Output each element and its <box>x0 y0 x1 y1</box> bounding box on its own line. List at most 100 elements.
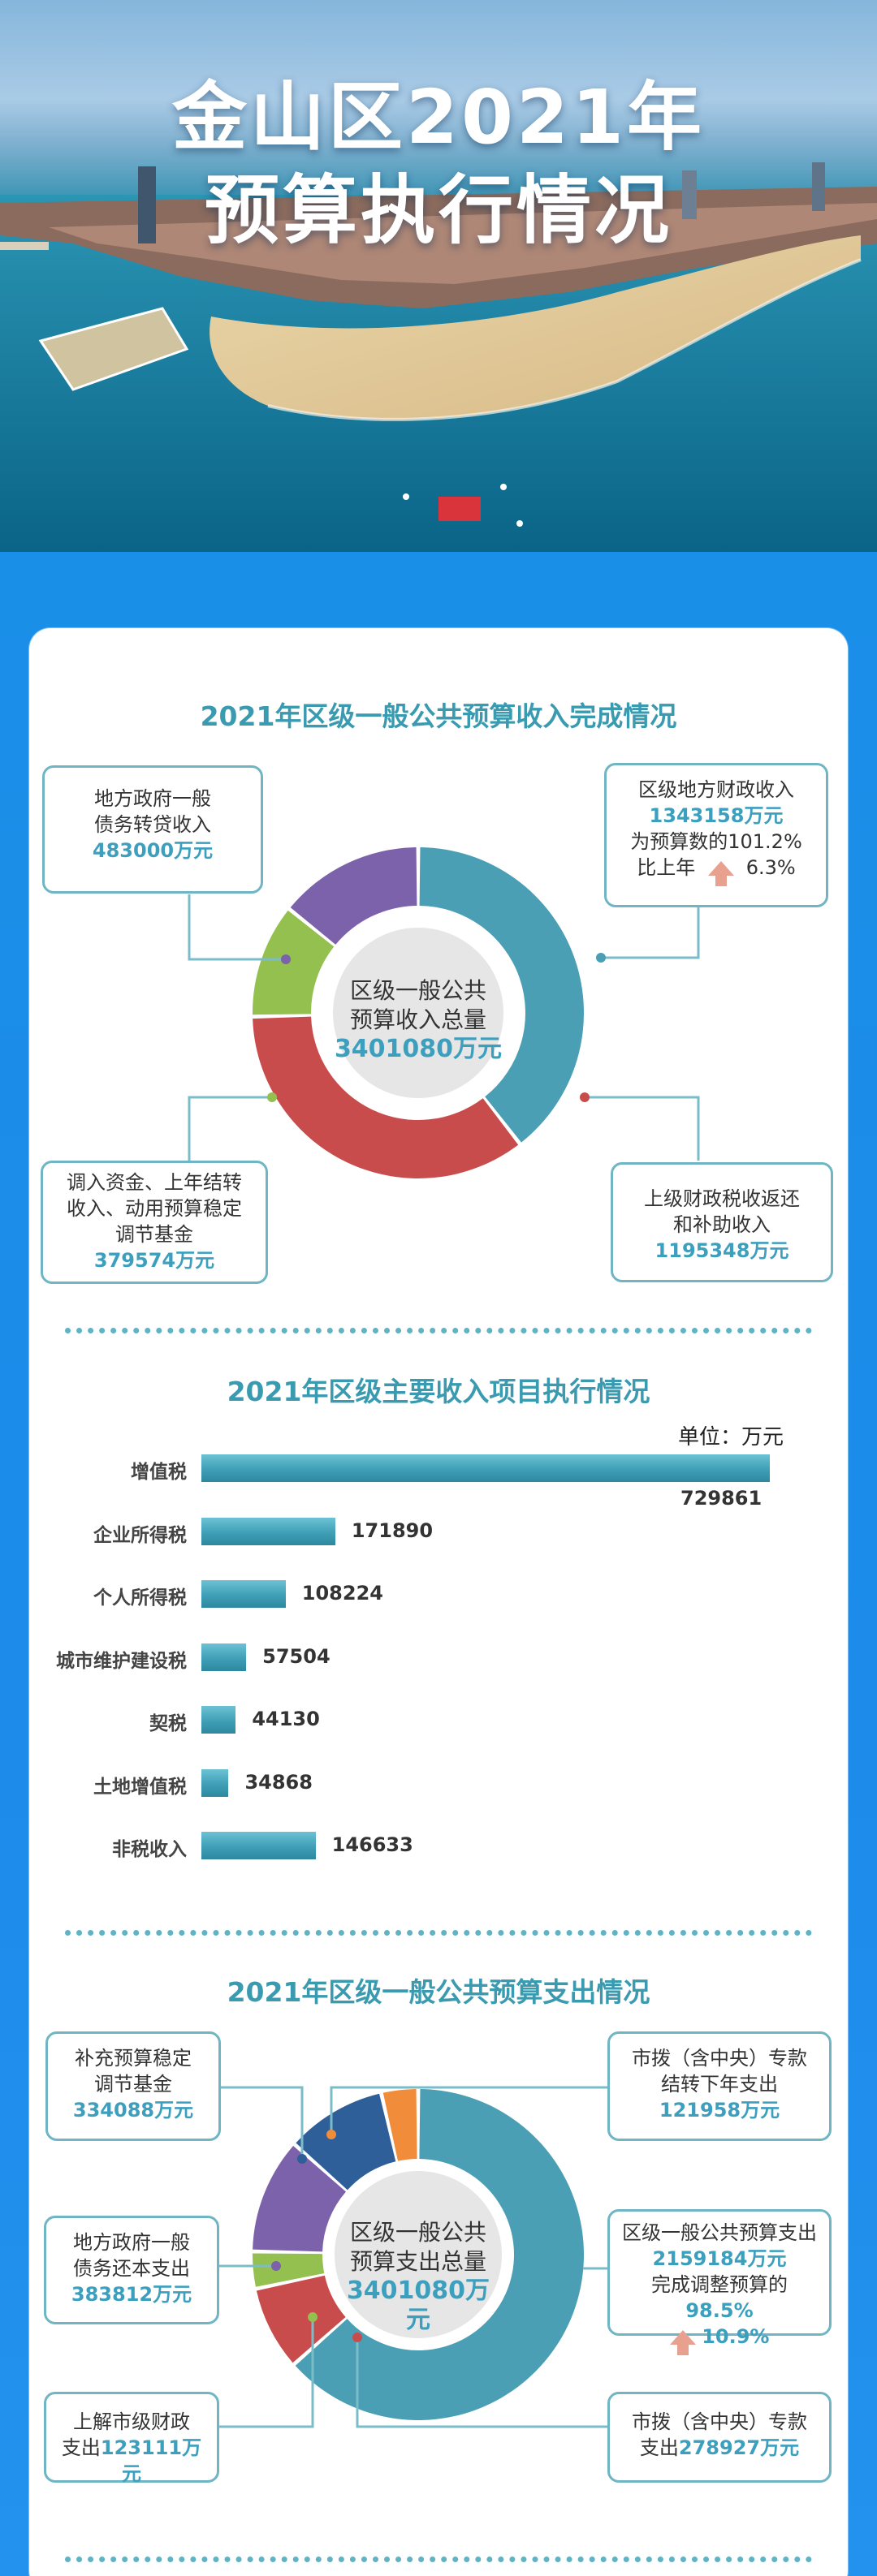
bar <box>201 1706 236 1734</box>
income-section-title: 2021年区级一般公共预算收入完成情况 <box>200 700 677 732</box>
income-donut-center: 区级一般公共 预算收入总量 3401080万元 <box>333 928 503 1098</box>
section-divider <box>65 1328 812 1333</box>
bar-row: 个人所得税 108224 <box>0 1579 877 1611</box>
callout-line: 收入、动用预算稳定 <box>67 1197 242 1220</box>
bar <box>201 1580 286 1608</box>
bar <box>201 1643 247 1671</box>
donut-slice-fund <box>296 2093 396 2190</box>
callout-value: 121958万元 <box>659 2099 780 2122</box>
callout-line: 调节基金 <box>94 2073 172 2096</box>
up-arrow-icon <box>669 2330 696 2355</box>
callout-prefix: 支出 <box>61 2436 101 2459</box>
callout-value: 379574万元 <box>93 1249 215 1272</box>
expense-donut-center: 区级一般公共 预算支出总量 3401080万元 <box>335 2171 502 2338</box>
tax-section-title: 2021年区级主要收入项目执行情况 <box>227 1376 650 1407</box>
callout-line: 地方政府一般 <box>73 2231 190 2254</box>
bar-row: 契税 44130 <box>0 1704 877 1737</box>
callout-value: 1195348万元 <box>655 1239 789 1262</box>
growth-prefix: 比上年 <box>637 856 696 879</box>
callout-value: 483000万元 <box>92 839 214 862</box>
bar-label: 增值税 <box>131 1462 187 1483</box>
callout-growth-line: 10.9% <box>620 2324 819 2355</box>
callout-value: 98.5% <box>685 2299 754 2322</box>
bar <box>201 1517 335 1545</box>
bar-label: 土地增值税 <box>93 1776 187 1798</box>
bar-row: 企业所得税 171890 <box>0 1516 877 1549</box>
donut-slice-transfer <box>253 910 335 1015</box>
bar-value-label: 44130 <box>252 1708 320 1730</box>
bar <box>201 1768 229 1797</box>
expense-center-value: 3401080万元 <box>346 2277 490 2334</box>
callout-line: 补充预算稳定 <box>75 2047 192 2070</box>
callout-line: 市拨（含中央）专款 <box>632 2047 807 2070</box>
donut-slice-debt <box>253 2146 346 2252</box>
callout-line: 上级财政税收返还 <box>644 1187 800 1210</box>
callout-debt-transfer-income: 地方政府一般 债务转贷收入 483000万元 <box>42 765 263 894</box>
callout-line: 债务转贷收入 <box>94 813 211 836</box>
unit-label: 单位：万元 <box>678 1425 784 1450</box>
callout-value: 278927万元 <box>678 2436 800 2459</box>
callout-upper-remittance: 上解市级财政 支出123111万元 <box>44 2392 219 2485</box>
growth-value: 6.3% <box>745 856 796 879</box>
section-divider <box>65 1930 812 1936</box>
coastal-city-photo <box>0 162 877 552</box>
bar-row: 城市维护建设税 57504 <box>0 1642 877 1674</box>
bar-label: 非税收入 <box>112 1839 187 1860</box>
callout-upper-level-income: 上级财政税收返还 和补助收入 1195348万元 <box>611 1162 833 1282</box>
bar-value-label: 108224 <box>301 1582 383 1605</box>
bar-row: 土地增值税 34868 <box>0 1768 877 1800</box>
callout-line: 支出123111万元 <box>56 2435 207 2487</box>
bar-value-label: 729861 <box>680 1487 763 1510</box>
bar-row: 非税收入 146633 <box>0 1830 877 1863</box>
callout-value: 383812万元 <box>71 2283 192 2306</box>
callout-line: 和补助收入 <box>673 1213 771 1236</box>
bar-value-label: 34868 <box>244 1770 313 1794</box>
bar-value-label: 57504 <box>262 1644 330 1668</box>
expense-center-label-1: 区级一般公共 <box>349 2219 486 2246</box>
expense-center-label-2: 预算支出总量 <box>349 2248 486 2275</box>
section-divider <box>65 2557 812 2562</box>
callout-line: 调入资金、上年结转 <box>67 1171 242 1194</box>
up-arrow-icon <box>707 861 734 886</box>
bar-value-label: 171890 <box>351 1518 434 1542</box>
callout-special-expenditure: 市拨（含中央）专款 支出278927万元 <box>607 2392 832 2483</box>
callout-line: 完成调整预算的 98.5% <box>620 2272 819 2324</box>
income-center-value: 3401080万元 <box>334 1035 503 1063</box>
callout-carry-forward: 市拨（含中央）专款 结转下年支出 121958万元 <box>607 2031 832 2141</box>
donut-slice-local <box>419 847 585 1143</box>
income-center-label-2: 预算收入总量 <box>349 1006 486 1033</box>
bar-label: 契税 <box>149 1713 187 1734</box>
donut-slice-debt <box>290 847 417 945</box>
callout-value: 334088万元 <box>72 2099 194 2122</box>
hero-title-line2: 预算执行情况 <box>204 167 672 254</box>
expense-section-title: 2021年区级一般公共预算支出情况 <box>227 1976 650 2008</box>
expense-donut <box>253 2089 584 2420</box>
callout-line: 市拨（含中央）专款 <box>632 2410 807 2433</box>
callout-line: 结转下年支出 <box>661 2073 778 2096</box>
callout-line: 支出278927万元 <box>620 2435 819 2461</box>
callout-line: 区级地方财政收入 <box>638 778 794 801</box>
donut-slice-carry <box>382 2089 417 2161</box>
donut-slice-special <box>256 2275 346 2363</box>
callout-general-expenditure: 区级一般公共预算支出 2159184万元 完成调整预算的 98.5% 10.9% <box>607 2209 832 2355</box>
bar <box>201 1832 316 1859</box>
bar <box>201 1454 770 1482</box>
callout-value: 1343158万元 <box>649 804 784 827</box>
callout-transferred-funds: 调入资金、上年结转 收入、动用预算稳定 调节基金 379574万元 <box>41 1161 268 1284</box>
bar-row: 增值税 729861 <box>0 1453 877 1510</box>
callout-debt-repayment: 地方政府一般 债务还本支出 383812万元 <box>44 2216 219 2324</box>
callout-prefix: 支出 <box>639 2436 679 2459</box>
callout-stabilization-fund: 补充预算稳定 调节基金 334088万元 <box>45 2031 221 2141</box>
callout-prefix: 完成调整预算的 <box>651 2273 788 2296</box>
callout-line: 调节基金 <box>115 1223 193 1246</box>
callout-value: 2159184万元 <box>652 2247 787 2270</box>
donut-slice-upper <box>253 2253 325 2287</box>
callout-line: 地方政府一般 <box>94 787 211 810</box>
callout-value: 123111万元 <box>100 2436 202 2485</box>
callout-line: 上解市级财政 <box>73 2410 190 2433</box>
bar-label: 企业所得税 <box>93 1524 187 1546</box>
callout-line: 为预算数的101.2% <box>630 830 802 853</box>
income-center-label-1: 区级一般公共 <box>349 977 486 1004</box>
callout-growth-line: 比上年 6.3% <box>616 855 816 886</box>
